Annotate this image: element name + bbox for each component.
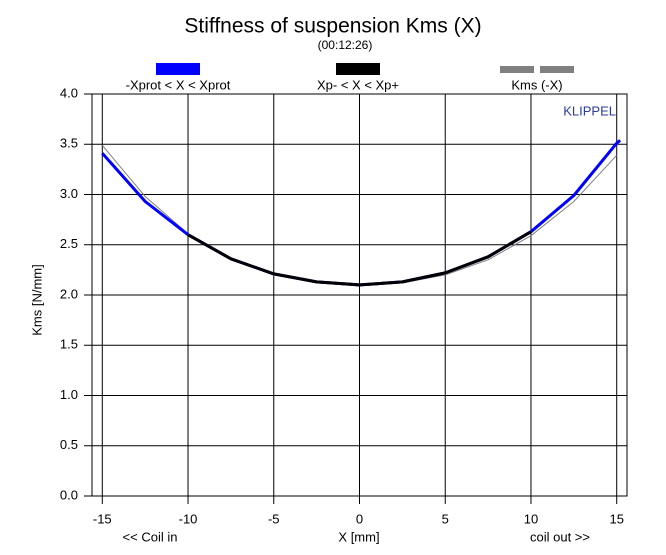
y-tick-label: 0.0	[60, 487, 78, 502]
y-tick-label: 2.5	[60, 236, 78, 251]
y-tick-label: 3.5	[60, 136, 78, 151]
x-tick-label: -10	[179, 511, 198, 526]
legend-label: -Xprot < X < Xprot	[126, 77, 231, 92]
x-tick-label: 15	[609, 511, 623, 526]
legend-swatch	[156, 63, 200, 75]
x-left-label: << Coil in	[123, 529, 178, 544]
series-line	[101, 139, 622, 287]
legend-label: Kms (-X)	[511, 77, 562, 92]
legend-swatch	[540, 66, 574, 73]
x-tick-label: -15	[93, 511, 112, 526]
y-axis-label: Kms [N/mm]	[29, 264, 44, 336]
y-tick-label: 3.0	[60, 186, 78, 201]
legend-label: Xp- < X < Xp+	[317, 77, 399, 92]
x-right-label: coil out >>	[530, 529, 590, 544]
y-tick-label: 4.0	[60, 85, 78, 100]
annotation: KLIPPEL	[563, 103, 616, 118]
x-tick-label: 10	[524, 511, 538, 526]
legend-swatch	[336, 63, 380, 75]
y-tick-label: 2.0	[60, 286, 78, 301]
x-axis-label: X [mm]	[338, 529, 379, 544]
x-tick-label: 5	[442, 511, 449, 526]
series-line	[187, 230, 532, 287]
chart-subtitle: (00:12:26)	[318, 38, 373, 52]
y-tick-label: 1.5	[60, 337, 78, 352]
y-tick-label: 0.5	[60, 437, 78, 452]
legend-swatch	[500, 66, 534, 73]
y-tick-label: 1.0	[60, 387, 78, 402]
x-tick-label: 0	[356, 511, 363, 526]
chart-title: Stiffness of suspension Kms (X)	[184, 15, 481, 38]
x-tick-label: -5	[268, 511, 280, 526]
